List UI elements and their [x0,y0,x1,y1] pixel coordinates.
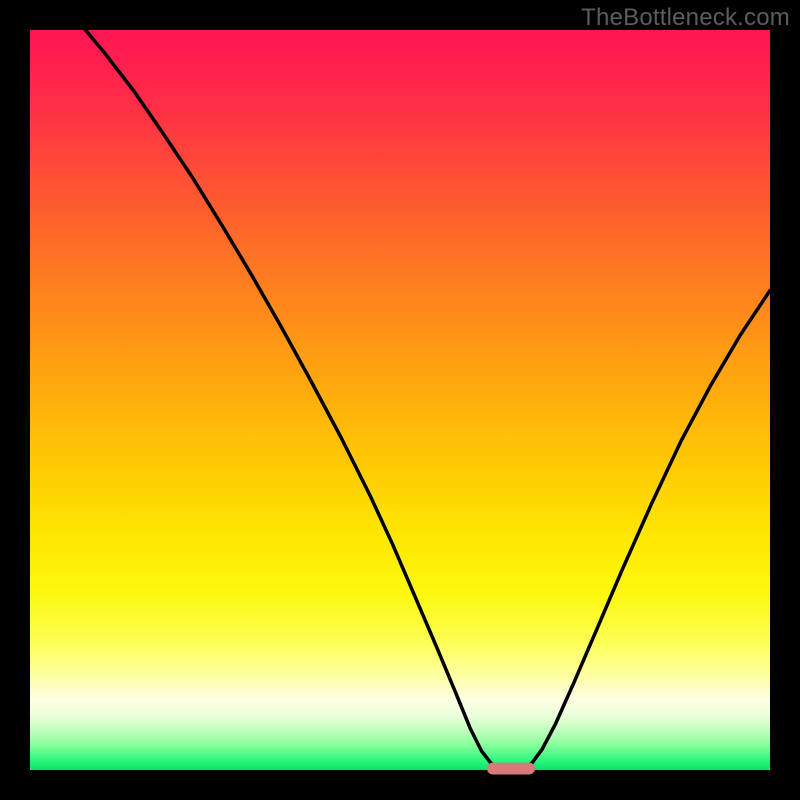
optimum-marker [487,763,535,775]
chart-stage: TheBottleneck.com [0,0,800,800]
watermark-label: TheBottleneck.com [581,4,790,32]
chart-svg [0,0,800,800]
plot-background [30,30,770,770]
